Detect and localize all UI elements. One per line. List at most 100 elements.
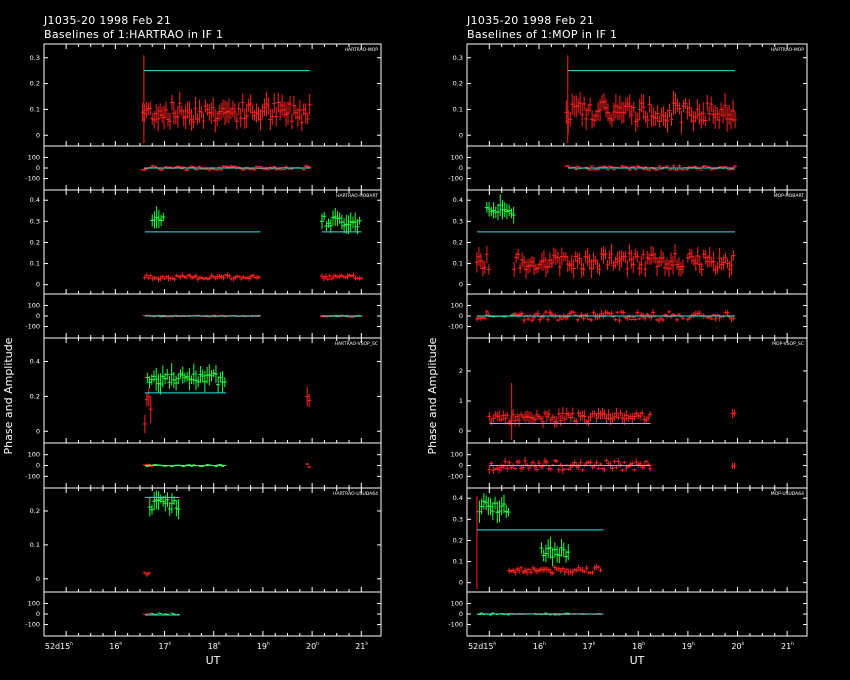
phase-tick-label: 100 [28, 451, 40, 459]
phase-tick-label: 100 [28, 153, 40, 161]
x-tick-label-unit: h [642, 641, 645, 647]
x-tick-label: 18 [208, 642, 218, 651]
xlabel-left: UT [206, 654, 221, 667]
amp-tick-label: 0 [459, 131, 463, 139]
x-tick-label: 20 [731, 642, 741, 651]
amp-tick-label: 0.3 [453, 54, 463, 62]
amp-tick-label: 0 [36, 281, 40, 289]
chart-subtitle-right: Baselines of 1:MOP in IF 1 [467, 28, 617, 41]
x-tick-label-unit: h [70, 641, 73, 647]
amp-tick-label: 0.4 [453, 196, 463, 204]
phase-tick-label: 100 [451, 599, 463, 607]
amp-tick-label: 0 [459, 579, 463, 587]
amp-tick-label: 0.3 [30, 54, 40, 62]
amp-tick-label: 0 [459, 281, 463, 289]
amp-tick-label: 0.2 [453, 238, 463, 246]
x-tick-label: 16 [109, 642, 119, 651]
baseline-label: MOP-VSOP_SC [772, 341, 804, 347]
phase-tick-label: 0 [459, 164, 463, 172]
amp-tick-label: 0.4 [453, 494, 463, 502]
amp-tick-label: 1 [459, 397, 463, 405]
amp-tick-label: 0.3 [453, 217, 463, 225]
x-tick-label: 19 [682, 642, 692, 651]
baseline-label: HARTRAO-HOBART [336, 193, 378, 199]
x-tick-label-day: 52d [45, 642, 60, 651]
phase-tick-label: 0 [36, 610, 40, 618]
baseline-label: HARTRAO-MOP [771, 47, 805, 53]
x-tick-label-unit: h [316, 641, 319, 647]
x-tick-label-unit: h [119, 641, 122, 647]
x-tick-label: 18 [632, 642, 642, 651]
phase-tick-label: 0 [459, 312, 463, 320]
amp-tick-label: 0.2 [453, 536, 463, 544]
amp-tick-label: 0.1 [453, 105, 463, 113]
ylabel-right: Phase and Amplitude [426, 337, 439, 454]
amp-tick-label: 0.2 [30, 238, 40, 246]
phase-tick-label: -100 [448, 175, 463, 183]
amp-tick-label: 2 [459, 367, 463, 375]
phase-tick-label: 0 [36, 312, 40, 320]
amp-tick-label: 0.3 [30, 217, 40, 225]
amp-tick-label: 0.2 [30, 507, 40, 515]
amp-tick-label: 0 [36, 575, 40, 583]
amp-tick-label: 0.3 [453, 515, 463, 523]
phase-tick-label: 100 [451, 153, 463, 161]
x-tick-label-unit: h [365, 641, 368, 647]
x-tick-label: 19 [257, 642, 267, 651]
phase-tick-label: 0 [459, 610, 463, 618]
amp-tick-label: 0.1 [30, 541, 40, 549]
amp-tick-label: 0 [459, 427, 463, 435]
x-tick-label: 21 [355, 642, 365, 651]
x-tick-label: 15 [60, 642, 70, 651]
ylabel-left: Phase and Amplitude [2, 337, 15, 454]
chart-title-right: J1035-20 1998 Feb 21 [466, 14, 594, 27]
phase-tick-label: 100 [451, 451, 463, 459]
x-tick-label-unit: h [493, 641, 496, 647]
baseline-label: MOP-USUDA64 [771, 491, 804, 497]
amp-tick-label: 0.2 [453, 80, 463, 88]
amp-tick-label: 0 [36, 131, 40, 139]
phase-tick-label: -100 [448, 621, 463, 629]
x-tick-label-unit: h [218, 641, 221, 647]
xlabel-right: UT [630, 654, 645, 667]
amp-tick-label: 0.1 [453, 260, 463, 268]
phase-tick-label: 100 [28, 301, 40, 309]
x-tick-label-unit: h [692, 641, 695, 647]
phase-tick-label: -100 [25, 621, 40, 629]
phase-tick-label: 0 [459, 462, 463, 470]
phase-tick-label: 100 [28, 599, 40, 607]
x-tick-label-unit: h [543, 641, 546, 647]
x-tick-label: 15 [483, 642, 493, 651]
panel-frame [43, 487, 382, 637]
x-tick-label: 17 [158, 642, 168, 651]
phase-tick-label: 0 [36, 164, 40, 172]
x-tick-label-day: 52d [468, 642, 483, 651]
x-tick-label-unit: h [742, 641, 745, 647]
x-tick-label-unit: h [169, 641, 172, 647]
phase-tick-label: -100 [25, 472, 40, 480]
chart-title-left: J1035-20 1998 Feb 21 [43, 14, 171, 27]
x-tick-label-unit: h [791, 641, 794, 647]
baseline-label: HARTRAO-USUDA64 [333, 491, 378, 497]
chart-subtitle-left: Baselines of 1:HARTRAO in IF 1 [44, 28, 223, 41]
baseline-label: HARTRAO-MOP [345, 47, 379, 53]
x-tick-label: 16 [533, 642, 543, 651]
amp-tick-label: 0.1 [453, 558, 463, 566]
amp-tick-label: 0.4 [30, 196, 40, 204]
amp-tick-label: 0.4 [30, 357, 40, 365]
x-tick-label-unit: h [593, 641, 596, 647]
phase-tick-label: -100 [25, 323, 40, 331]
amp-tick-label: 0.2 [30, 80, 40, 88]
x-tick-label: 21 [781, 642, 791, 651]
x-tick-label: 17 [583, 642, 593, 651]
phase-tick-label: -100 [448, 472, 463, 480]
amp-tick-label: 0 [36, 427, 40, 435]
phase-tick-label: -100 [25, 175, 40, 183]
amp-tick-label: 0.1 [30, 105, 40, 113]
baseline-label: HARTRAO-VSOP_SC [335, 341, 378, 347]
phase-tick-label: -100 [448, 323, 463, 331]
amp-tick-label: 0.2 [30, 392, 40, 400]
baseline-label: MOP-HOBART [774, 193, 805, 199]
